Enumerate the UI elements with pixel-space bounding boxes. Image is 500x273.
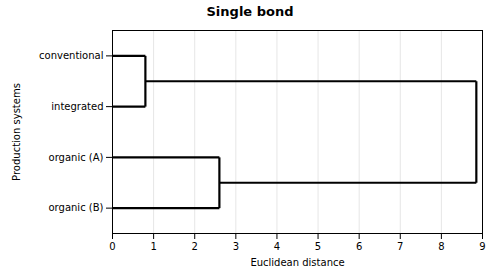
- svg-text:6: 6: [356, 241, 362, 252]
- svg-text:5: 5: [315, 241, 321, 252]
- svg-text:organic (B): organic (B): [49, 202, 104, 213]
- svg-text:7: 7: [397, 241, 403, 252]
- svg-text:Euclidean distance: Euclidean distance: [250, 257, 344, 268]
- html-text:Single bond: Single bond: [206, 4, 294, 19]
- svg-text:8: 8: [438, 241, 444, 252]
- svg-text:1: 1: [150, 241, 156, 252]
- svg-text:2: 2: [192, 241, 198, 252]
- svg-text:integrated: integrated: [51, 101, 103, 112]
- svg-text:Production systems: Production systems: [11, 83, 22, 181]
- svg-text:3: 3: [233, 241, 239, 252]
- svg-text:conventional: conventional: [39, 50, 103, 61]
- svg-text:4: 4: [274, 241, 280, 252]
- svg-text:9: 9: [479, 241, 485, 252]
- svg-text:0: 0: [109, 241, 115, 252]
- svg-text:organic (A): organic (A): [49, 152, 104, 163]
